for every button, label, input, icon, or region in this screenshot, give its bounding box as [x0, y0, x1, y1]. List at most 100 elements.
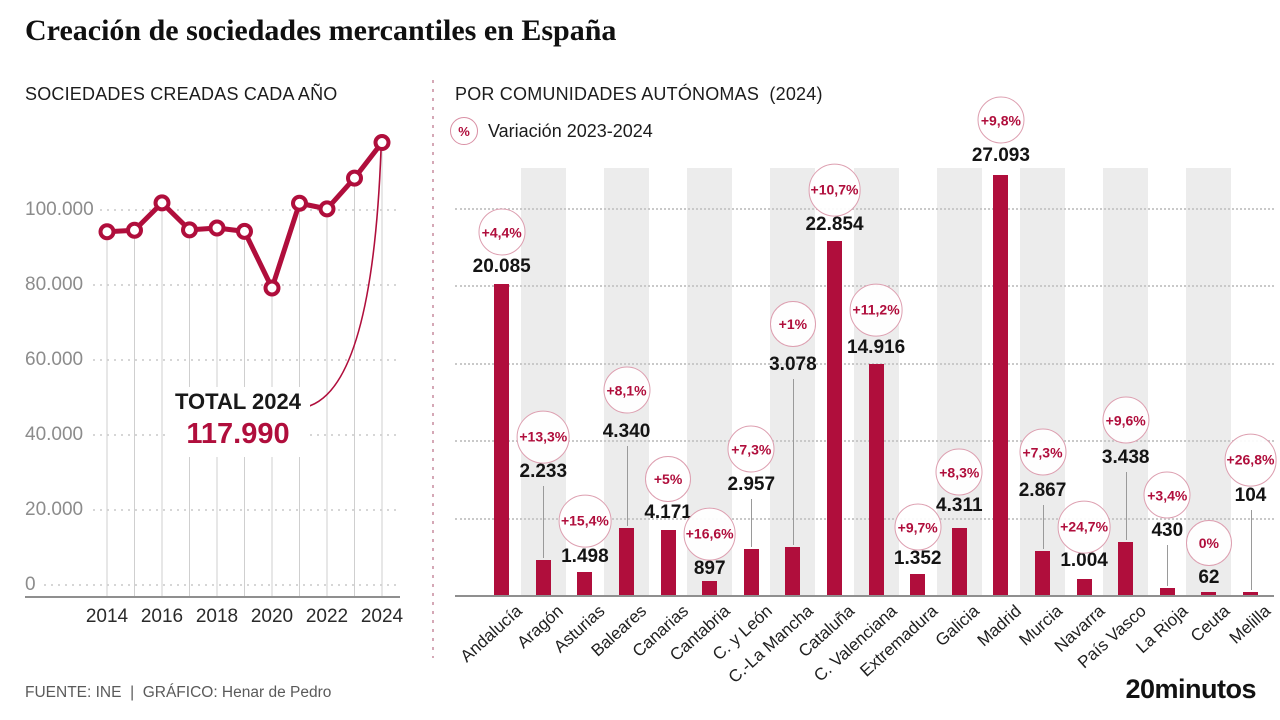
page-title: Creación de sociedades mercantiles en Es…: [25, 14, 617, 47]
bar-value-label: 3.078: [769, 354, 817, 375]
bar: [951, 528, 967, 595]
x-tick-label: 2024: [360, 606, 404, 627]
bar-value-label: 104: [1234, 485, 1267, 506]
variation-badge: +24,7%: [1057, 500, 1111, 554]
total-annotation-label: TOTAL 2024: [175, 389, 301, 414]
bar: [1076, 579, 1092, 595]
y-tick-label: 60.000: [25, 350, 90, 371]
data-point-marker: [208, 219, 226, 237]
bar: [535, 560, 551, 595]
variation-badge: +3,4%: [1143, 471, 1191, 519]
percent-circle-icon: %: [450, 117, 478, 145]
data-point-marker: [318, 200, 336, 218]
bar-value-label: 2.867: [1018, 480, 1067, 501]
data-point-marker: [346, 169, 363, 187]
x-tick-label: 2022: [305, 606, 349, 627]
value-leader-line: [1167, 545, 1169, 587]
variation-badge: +8,3%: [935, 448, 983, 496]
value-leader-line: [1125, 472, 1127, 540]
line-chart-title: SOCIEDADES CREADAS CADA AÑO: [25, 84, 338, 104]
total-annotation-value: 117.990: [186, 418, 290, 450]
data-point-marker: [98, 223, 116, 241]
variation-legend-label: Variación 2023-2024: [488, 120, 653, 141]
bar-gridline: [455, 440, 1274, 442]
x-tick-label: 2014: [85, 606, 129, 627]
y-tick-label: 0: [25, 575, 42, 596]
variation-badge: +1%: [769, 301, 816, 347]
bar: [1159, 588, 1175, 595]
variation-badge: +11,2%: [849, 283, 903, 337]
data-point-marker: [373, 134, 391, 152]
bar-value-label: 4.311: [936, 495, 983, 516]
panel-divider: [432, 80, 434, 658]
variation-badge: +13,3%: [516, 410, 570, 464]
data-point-marker: [263, 279, 281, 297]
data-point-marker: [126, 221, 143, 239]
variation-badge: +7,3%: [727, 425, 775, 473]
variation-badge: +15,4%: [558, 494, 612, 548]
bar: [827, 240, 842, 595]
bar-axis-line: [455, 595, 1274, 597]
data-point-marker: [291, 194, 308, 212]
variation-legend: % Variación 2023-2024: [450, 117, 653, 145]
bar: [1201, 592, 1217, 595]
value-leader-line: [626, 446, 628, 526]
category-label: Ceuta: [1186, 601, 1233, 646]
bar-gridline: [455, 207, 1274, 210]
bar-value-label: 27.093: [971, 145, 1030, 166]
bar-value-label: 3.438: [1101, 447, 1150, 468]
category-label: Andalucía: [456, 601, 526, 666]
category-label: Melilla: [1226, 601, 1275, 648]
variation-badge: +26,8%: [1224, 433, 1277, 487]
variation-badge: +7,3%: [1019, 428, 1066, 476]
bar-value-label: 1.004: [1060, 550, 1108, 571]
bar-gridline: [455, 362, 1274, 365]
x-tick-label: 2016: [140, 606, 184, 627]
variation-badge: 0%: [1185, 520, 1232, 566]
value-leader-line: [751, 499, 753, 548]
trend-line: [106, 141, 384, 291]
bar: [785, 547, 801, 595]
total-annotation-curve: [305, 149, 382, 408]
bar: [577, 571, 593, 595]
bar: [619, 527, 634, 595]
bar: [1118, 541, 1134, 595]
source-credit: FUENTE: INE | GRÁFICO: Henar de Pedro: [25, 684, 332, 701]
x-tick-label: 2020: [250, 606, 294, 627]
value-leader-line: [1042, 505, 1044, 549]
bar-value-label: 1.498: [561, 546, 609, 567]
bar-value-label: 4.340: [602, 421, 651, 442]
bar-value-label: 22.854: [805, 214, 864, 235]
bar-value-label: 62: [1198, 567, 1220, 588]
variation-badge: +4,4%: [478, 208, 526, 256]
bar-value-label: 2.233: [519, 461, 568, 482]
total-annotation: TOTAL 2024 117.990: [166, 387, 310, 457]
background-stripe: [936, 168, 982, 595]
y-tick-label: 80.000: [25, 275, 90, 296]
variation-badge: +8,1%: [603, 366, 650, 414]
bar-value-label: 1.352: [893, 548, 942, 569]
variation-badge: +9,7%: [894, 503, 942, 551]
data-point-marker: [153, 194, 171, 212]
bar: [743, 549, 759, 595]
bar-value-label: 2.957: [727, 474, 776, 495]
variation-badge: +10,7%: [808, 163, 861, 217]
bar-value-label: 14.916: [847, 337, 906, 358]
bar-value-label: 430: [1151, 520, 1184, 541]
variation-badge: +9,8%: [977, 96, 1025, 144]
y-tick-label: 100.000: [25, 200, 100, 221]
bar: [1035, 550, 1050, 595]
variation-badge: +9,6%: [1102, 396, 1150, 444]
bar-value-label: 4.171: [644, 502, 692, 523]
category-label: Madrid: [973, 601, 1025, 651]
bar: [494, 283, 510, 595]
bar-chart-title: POR COMUNIDADES AUTÓNOMAS (2024): [455, 84, 823, 104]
variation-badge: +16,6%: [683, 507, 737, 561]
value-leader-line: [792, 379, 794, 546]
bar: [993, 175, 1009, 595]
value-leader-line: [543, 486, 545, 559]
bar-gridline: [455, 517, 1274, 520]
category-label: Galicia: [932, 601, 984, 651]
y-tick-label: 20.000: [25, 500, 90, 521]
